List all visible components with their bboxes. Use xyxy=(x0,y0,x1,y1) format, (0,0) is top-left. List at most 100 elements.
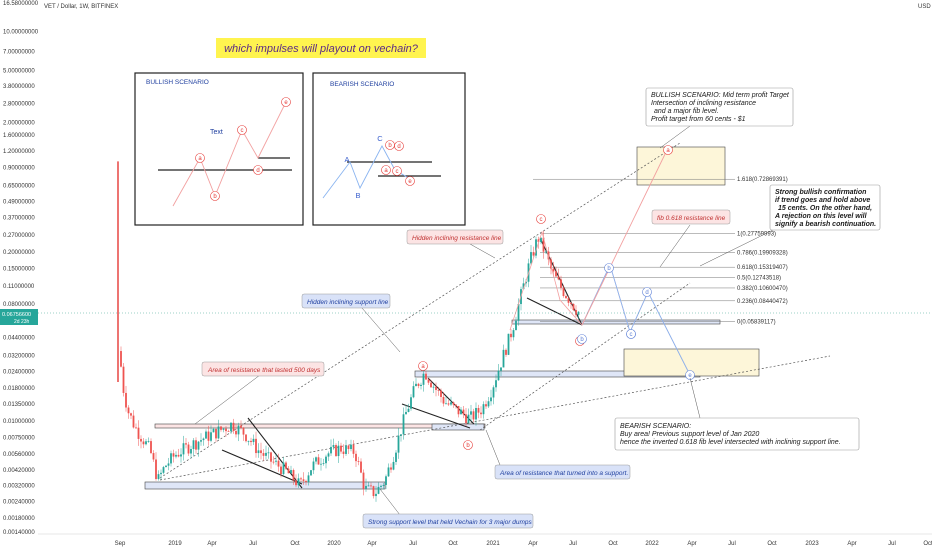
candle-body xyxy=(345,445,347,454)
candle-body xyxy=(285,462,287,469)
hidden-resistance-line xyxy=(159,142,681,479)
candle-body xyxy=(225,428,227,432)
candle-body xyxy=(445,403,447,405)
time-tick-label: Apr xyxy=(528,541,537,547)
title-highlight xyxy=(216,38,426,58)
price-axis: 16.58000000 10.00000000 7.00000000 5.000000… xyxy=(3,1,39,536)
svg-text:BULLISH SCENARIO: Mid term pro: BULLISH SCENARIO: Mid term profit Target xyxy=(651,92,790,99)
inset-wave-label: e xyxy=(408,179,412,185)
candle-body xyxy=(325,456,327,464)
candle-body xyxy=(560,279,562,288)
candle-body xyxy=(367,485,370,487)
svg-text:Intersection of inclining resi: Intersection of inclining resistance xyxy=(651,100,756,107)
candle-body xyxy=(330,446,332,454)
candle-body xyxy=(172,453,175,457)
candle-body xyxy=(412,386,415,398)
wave-circle xyxy=(604,263,614,273)
svg-text:Hidden inclining resistance li: Hidden inclining resistance line xyxy=(412,235,502,242)
bearish-inset-title: BEARISH SCENARIO xyxy=(330,81,394,88)
candle-body xyxy=(140,438,142,442)
candle-body xyxy=(272,461,275,463)
candle-body xyxy=(500,367,502,371)
price-tick-label: 7.00000000 xyxy=(3,50,35,56)
candle-body xyxy=(380,485,382,487)
candle-body xyxy=(342,451,345,454)
candle-body xyxy=(155,459,157,479)
candle-body xyxy=(430,382,432,388)
candle-body xyxy=(415,383,417,387)
wave-circle xyxy=(642,287,652,297)
inset-wave-circle xyxy=(237,125,247,135)
candle-body xyxy=(485,404,487,407)
candle-body xyxy=(387,467,390,477)
candle-body xyxy=(390,467,392,470)
candle-body xyxy=(270,452,272,462)
fib-label: 1(0.27759993) xyxy=(737,232,776,238)
wave-circle xyxy=(685,370,695,380)
note-hidden-support: Hidden inclining support line xyxy=(301,293,401,353)
time-tick-label: 2023 xyxy=(805,541,819,547)
candle-body xyxy=(150,441,152,454)
svg-text:if trend goes and hold above: if trend goes and hold above xyxy=(775,197,870,204)
svg-text:hence the inverted 0.618 fib l: hence the inverted 0.618 fib level inter… xyxy=(620,439,841,446)
price-tick-label: 0.49000000 xyxy=(3,200,35,206)
candle-body xyxy=(552,268,555,272)
candle-body xyxy=(472,411,475,420)
candle-body xyxy=(340,445,342,452)
candle-body xyxy=(420,384,422,386)
bullish-projection xyxy=(581,147,669,326)
candle-body xyxy=(480,412,482,415)
candle-body xyxy=(265,452,267,456)
note-strong-support: Strong support level that held Vechain f… xyxy=(362,488,534,529)
note-fib-resistance: fib 0.618 resistance line xyxy=(651,209,731,268)
bullish-scenario-inset: BULLISH SCENARIO Text a b c d e xyxy=(134,72,304,226)
svg-text:signify a bearish continuation: signify a bearish continuation. xyxy=(775,221,876,228)
candle-body xyxy=(317,457,320,465)
candle-body xyxy=(197,441,200,450)
candle-body xyxy=(322,463,325,465)
candle-body xyxy=(202,438,205,441)
candle-body xyxy=(210,432,212,441)
candle-body xyxy=(242,427,245,435)
candle-body xyxy=(572,303,575,311)
candle-body xyxy=(297,478,300,486)
candle-body xyxy=(165,465,167,468)
svg-text:Area of resistance that lasted: Area of resistance that lasted 500 days xyxy=(207,367,321,374)
time-tick-label: Oct xyxy=(290,541,300,547)
inset-wave-circle xyxy=(381,165,391,175)
inset-wave-label: d xyxy=(397,144,400,150)
fib-zero-zone xyxy=(511,319,721,325)
wave-label: b xyxy=(466,443,470,449)
strong-support-zone xyxy=(144,481,386,490)
wave-circle xyxy=(418,361,428,371)
candle-body xyxy=(190,449,192,454)
time-tick-label: Jul xyxy=(249,541,257,547)
currency-label: USD xyxy=(918,4,931,10)
svg-text:and a major fib level.: and a major fib level. xyxy=(654,108,719,115)
candle-body xyxy=(167,463,170,466)
current-price-value: 0.06756600 xyxy=(2,312,31,318)
candle-body xyxy=(212,428,215,433)
bearish-scenario-inset: BEARISH SCENARIO A B Cb d a c e xyxy=(312,72,466,226)
candle-body xyxy=(292,470,295,481)
candle-body xyxy=(360,461,362,473)
time-tick-label: Jul xyxy=(409,541,417,547)
candle-body xyxy=(482,404,485,415)
inset-wave-label: C xyxy=(377,134,383,143)
candle-body xyxy=(170,453,172,464)
wave-label: b xyxy=(580,337,584,343)
candle-body xyxy=(457,405,460,415)
note-strong-bullish: Strong bullish confirmation if trend goe… xyxy=(699,184,881,267)
candle-body xyxy=(492,387,495,398)
candle-body xyxy=(550,259,552,269)
candle-body xyxy=(157,474,160,479)
svg-text:Strong bullish confirmation: Strong bullish confirmation xyxy=(775,189,866,196)
time-tick-label: Jul xyxy=(728,541,736,547)
candle-body xyxy=(247,440,250,442)
candle-body xyxy=(282,462,285,475)
candle-body xyxy=(332,445,335,447)
price-tick-label: 0.00560000 xyxy=(3,452,35,458)
svg-text:Area of resistance that turned: Area of resistance that turned into a su… xyxy=(499,470,628,477)
candle-body xyxy=(447,403,450,405)
